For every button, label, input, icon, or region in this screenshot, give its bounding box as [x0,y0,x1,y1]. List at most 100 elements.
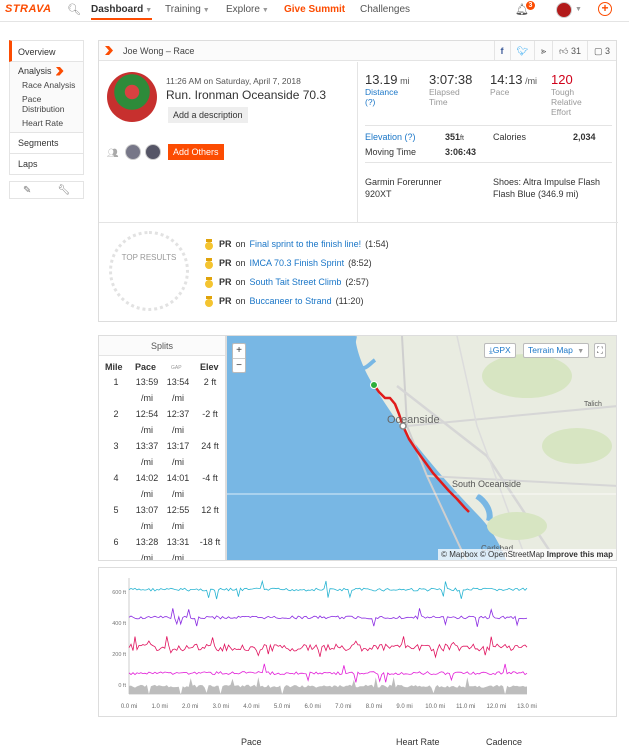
distance-help-link[interactable]: Distance (?) [365,87,399,107]
split-mile: 5 [113,505,119,515]
x-tick-label: 9.0 mi [396,704,412,710]
wrench-icon[interactable]: 🔧︎ [57,184,71,196]
start-marker [370,381,378,389]
segment-link[interactable]: Final sprint to the finish line! [249,239,362,249]
elevation-help-link[interactable]: Elevation (?) [365,132,416,142]
strava-logo[interactable]: STRAVA [5,3,52,15]
sidebar-group-analysis: Analysis Race Analysis Pace Distribution… [9,62,84,133]
add-others-button[interactable]: Add Others [168,144,224,160]
split-unit: /mi [172,457,184,467]
sidebar-item-overview[interactable]: Overview [9,40,84,62]
split-mile: 4 [113,473,119,483]
streams-chart[interactable]: 0.0 mi 1.0 mi 2.0 mi 3.0 mi 4.0 mi 5.0 mi 6.0 … [98,567,617,717]
add-description-button[interactable]: Add a description [168,107,248,123]
device-name: Garmin Forerunner 920XT [365,177,442,199]
shoes-info: Shoes: Altra Impulse Flash Flash Blue (3… [493,177,601,199]
split-gap: 14:01 [166,473,190,483]
medal-icon [205,258,213,269]
gpx-button[interactable]: ⤓GPX [484,343,516,358]
segment-link[interactable]: Buccaneer to Strand [249,296,332,306]
divider [365,162,612,163]
x-tick-label: 6.0 mi [305,704,321,710]
notification-badge: 3 [526,1,535,10]
top-results-label: TOP RESULTS [121,253,177,262]
split-elev: -18 ft [199,537,221,547]
split-unit: /mi [172,521,184,531]
improve-map-link[interactable]: Improve this map [546,550,613,559]
x-tick-label: 4.0 mi [243,704,259,710]
nav-dashboard[interactable]: Dashboard ▼ [91,4,153,20]
stream-line [128,579,528,600]
divider [365,125,612,126]
split-pace: 13:37 [135,441,159,451]
split-pace: 13:07 [135,505,159,515]
avatar[interactable] [556,2,572,18]
sidebar-item-laps[interactable]: Laps [9,154,84,175]
tab-cadence[interactable]: Cadence [486,737,523,745]
avatar[interactable] [145,144,161,160]
stream-line [128,636,528,659]
activity-header: Joe Wong – Race f 🐦︎ ⪢ 👍︎ 31 ▢ 3 [99,41,616,61]
stat-elapsed-time: 3:07:38 Elapsed Time [429,72,473,107]
ocean [227,336,507,560]
top-nav: STRAVA 🔍︎ Dashboard ▼ Training ▼ Explore ▼ … [0,0,629,22]
split-elev: -2 ft [202,409,218,419]
x-tick-label: 1.0 mi [151,704,167,710]
stat-relative-effort[interactable]: 120 Tough Relative Effort [551,72,582,117]
y-tick-label: 0 ft [118,683,126,689]
sidebar-item-pace-distribution[interactable]: Pace Distribution [22,94,65,114]
sidebar-item-segments[interactable]: Segments [9,133,84,154]
split-mile: 1 [113,377,119,387]
route-map[interactable]: + − Oceanside South Oceanside Talich Car… [226,335,617,561]
sidebar-item-race-analysis[interactable]: Race Analysis [22,80,76,90]
nav-training[interactable]: Training ▼ [165,4,210,15]
activity-header-title[interactable]: Joe Wong – Race [123,46,195,56]
road [406,405,616,427]
zoom-out-button[interactable]: − [233,358,245,372]
stream-line [128,663,528,683]
comments-button[interactable]: ▢ 3 [586,41,616,61]
split-unit: /mi [141,457,153,467]
split-gap: 12:37 [166,409,190,419]
avatar[interactable] [125,144,141,160]
plus-icon[interactable]: + [598,2,612,16]
nav-give-summit[interactable]: Give Summit [284,4,346,15]
chevron-down-icon[interactable]: ▼ [575,6,582,13]
x-tick-label: 11.0 mi [456,704,475,710]
kudos-button[interactable]: 👍︎ 31 [552,41,587,61]
split-elev: -4 ft [202,473,218,483]
sidebar-item-heart-rate[interactable]: Heart Rate [22,118,64,128]
twitter-icon[interactable]: 🐦︎ [509,41,534,61]
calories-label: Calories [493,132,527,142]
split-elev: 24 ft [201,441,219,451]
terrain-map-dropdown[interactable]: Terrain Map ▼ [523,343,590,358]
facebook-icon[interactable]: f [493,41,510,61]
zoom-control: + − [232,343,246,373]
mapbox-attribution[interactable]: © Mapbox © OpenStreetMap [441,550,545,559]
splits-header-elev: Elev [200,362,219,372]
share-actions: f 🐦︎ ⪢ 👍︎ 31 ▢ 3 [493,41,617,61]
segment-link[interactable]: IMCA 70.3 Finish Sprint [249,258,345,268]
pencil-icon[interactable]: ✎ [22,184,32,196]
y-tick-label: 600 ft [112,590,126,596]
bell-icon[interactable]: 🔔︎ [515,4,529,16]
tab-pace[interactable]: Pace [241,737,262,745]
fullscreen-icon[interactable]: ⛶ [594,343,606,358]
medal-icon [205,239,213,250]
splits-header-pace: Pace [135,362,157,372]
nav-challenges[interactable]: Challenges [360,4,411,15]
segment-link[interactable]: South Tait Street Climb [249,277,342,287]
share-icon[interactable]: ⪢ [533,41,552,61]
pr-row: PR on South Tait Street Climb (2:57) [205,277,369,288]
nav-explore[interactable]: Explore ▼ [226,4,269,15]
y-tick-label: 400 ft [112,621,126,627]
zoom-in-button[interactable]: + [236,345,242,356]
x-tick-label: 3.0 mi [213,704,229,710]
splits-table: Splits Mile Pace GAP Elev 1 13:59 13:54 2 f… [98,335,226,561]
tab-heart-rate[interactable]: Heart Rate [396,737,440,745]
stream-line [128,608,528,627]
park [542,428,612,464]
sidebar-item-analysis[interactable]: Analysis [18,66,83,76]
search-icon[interactable]: 🔍︎ [67,4,81,16]
athlete-avatar[interactable] [107,72,157,122]
